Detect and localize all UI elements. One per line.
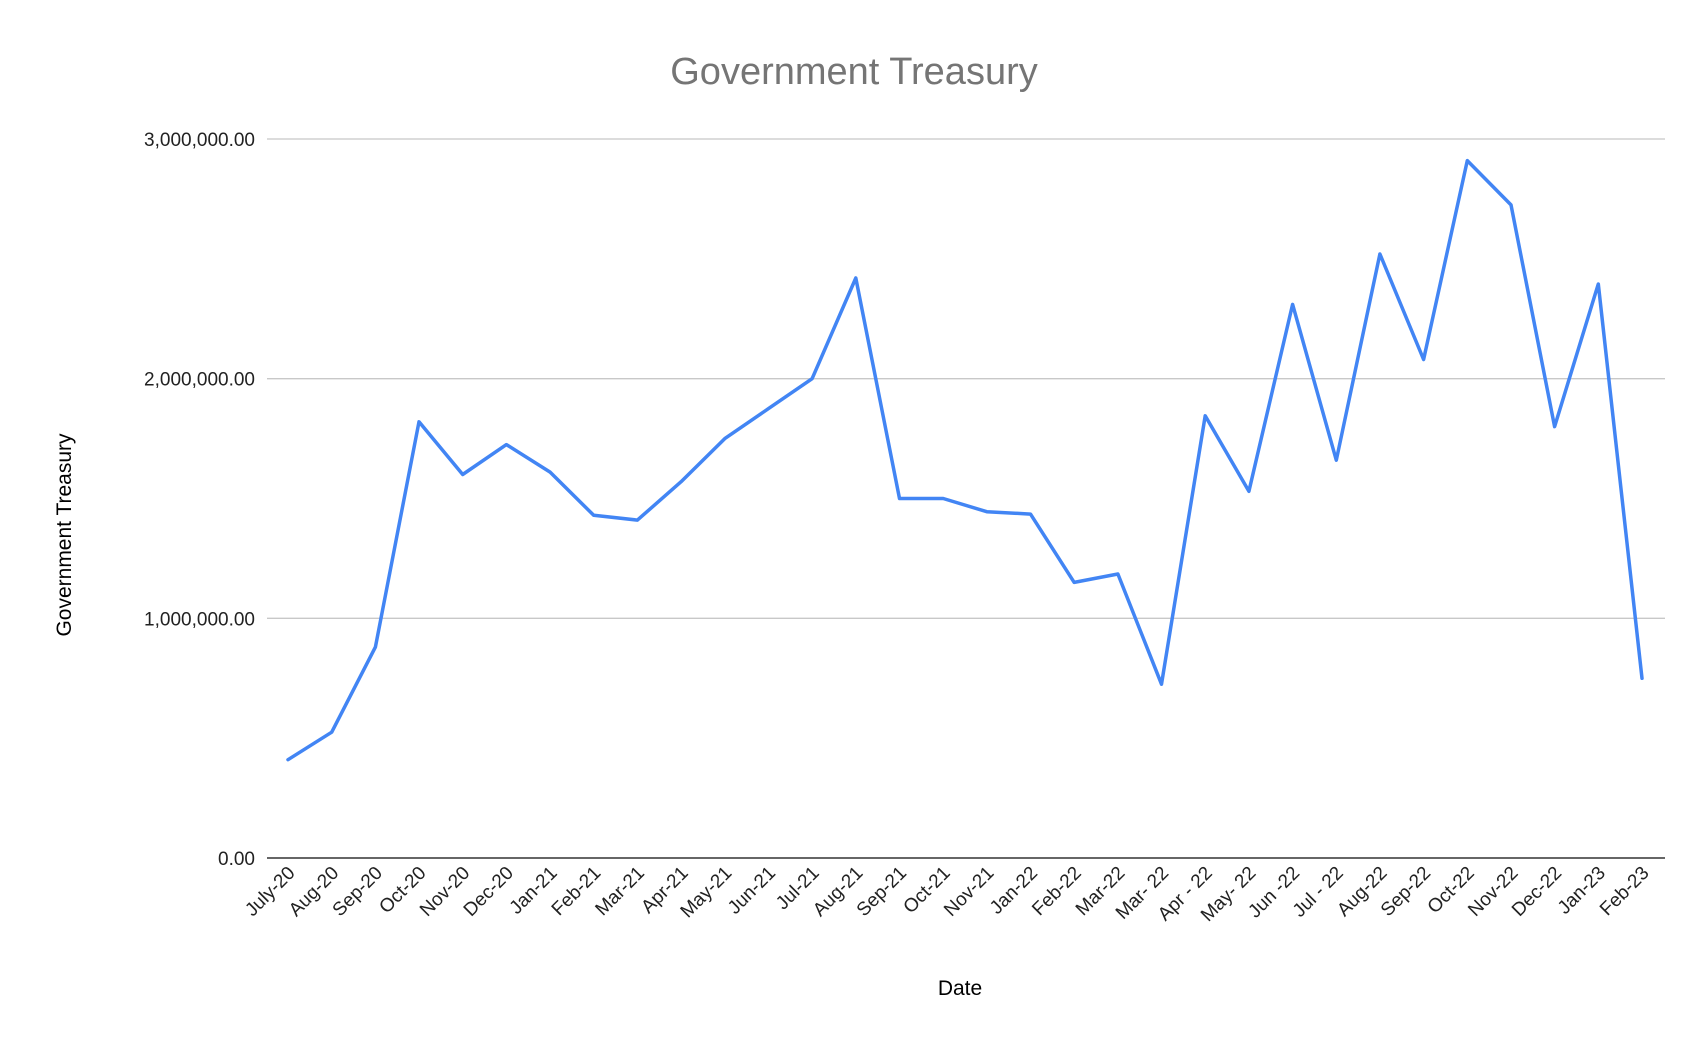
series-layer: [286, 158, 1644, 762]
x-axis-title: Date: [938, 977, 982, 1000]
x-axis-ticks: July-20Aug-20Sep-20Oct-20Nov-20Dec-20Jan…: [241, 863, 1653, 926]
x-tick-label: Sep-22: [1377, 863, 1435, 921]
y-axis-ticks: 0.00 1,000,000.00 2,000,000.00 3,000,000.00: [144, 130, 255, 870]
y-tick-label: 3,000,000.00: [144, 130, 255, 151]
x-tick-label: Dec-22: [1508, 863, 1566, 921]
y-tick-label: 0.00: [218, 849, 255, 870]
x-tick-label: Sep-20: [329, 863, 387, 921]
x-tick-label: Dec-20: [460, 863, 518, 921]
x-tick-label: Feb-23: [1596, 863, 1653, 920]
y-axis-title: Government Treasury: [53, 433, 76, 637]
x-tick-label: Sep-21: [853, 863, 911, 921]
x-tick-label: Jun-21: [724, 863, 780, 919]
x-tick-label: Nov-21: [940, 863, 998, 921]
y-tick-label: 1,000,000.00: [144, 609, 255, 630]
chart-title: Government Treasury: [670, 51, 1037, 93]
series-line-0: [286, 158, 1644, 762]
x-tick-label: Mar-21: [592, 863, 649, 920]
gridlines: [267, 138, 1665, 859]
y-tick-label: 2,000,000.00: [144, 370, 255, 391]
